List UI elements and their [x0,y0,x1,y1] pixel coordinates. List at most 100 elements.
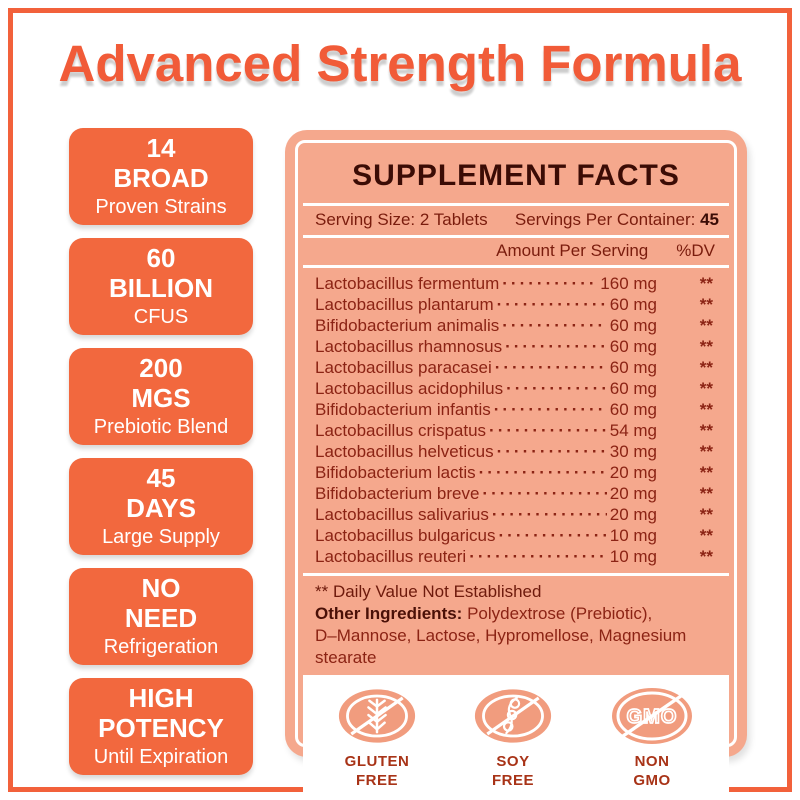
dot-leader [469,546,607,567]
badge-caption: CFUS [133,306,189,329]
wheat-crossed-icon [338,689,416,743]
ingredient-name: Bifidobacterium animalis [315,316,500,335]
daily-value-footnote: ** Daily Value Not Established [315,582,542,601]
ingredient-dv: ** [699,379,713,398]
ingredient-row: Bifidobacterium breve 20 mg ** [315,483,721,504]
seal-label: GLUTEN FREE [344,753,410,789]
badge-keyword: MGS [131,382,191,413]
ingredient-amount: 20 mg [609,484,657,503]
ingredient-row: Lactobacillus plantarum 60 mg ** [315,294,721,315]
ingredient-dv: ** [699,295,713,314]
dot-leader [494,399,607,420]
page-title: Advanced Strength Formula [58,35,742,92]
badge-number: HIGH [128,682,194,713]
ingredient-row: Bifidobacterium animalis 60 mg ** [315,315,721,336]
seal-non-gmo: GMO NON GMO [609,687,695,791]
ingredient-amount: 60 mg [609,295,657,314]
dot-leader [502,273,597,294]
ingredient-name: Lactobacillus plantarum [315,295,494,314]
ingredient-dv: ** [699,442,713,461]
ingredient-row: Lactobacillus helveticus 30 mg ** [315,441,721,462]
badge-caption: Refrigeration [103,636,219,659]
ingredient-dv: ** [699,484,713,503]
certification-seals-row: GLUTEN FREE SOY [303,675,729,797]
seal-label: NON GMO [633,753,671,789]
ingredient-name: Lactobacillus salivarius [315,505,489,524]
ingredient-amount: 30 mg [609,442,657,461]
badge-caption: Proven Strains [95,196,227,219]
stat-badges-column: 14 BROAD Proven Strains 60 BILLION CFUS … [69,128,253,775]
badge-keyword: DAYS [126,492,196,523]
ingredient-name: Bifidobacterium breve [315,484,480,503]
ingredient-name: Lactobacillus paracasei [315,358,492,377]
ingredient-dv: ** [699,421,713,440]
supplement-facts-panel: SUPPLEMENT FACTS Serving Size: 2 Tablets… [285,130,747,797]
serving-info-row: Serving Size: 2 Tablets Servings Per Con… [303,203,729,235]
ingredient-name: Lactobacillus crispatus [315,421,487,440]
dot-leader [502,315,607,336]
panel-inner-border: SUPPLEMENT FACTS Serving Size: 2 Tablets… [295,140,737,797]
column-header-row: Amount Per Serving %DV [303,235,729,265]
ingredient-name: Lactobacillus acidophilus [315,379,504,398]
badge-broad-strains: 14 BROAD Proven Strains [69,128,253,225]
ingredients-table: Lactobacillus fermentum 160 mg ** Lactobac… [303,265,729,573]
dot-leader [495,357,607,378]
ingredient-amount: 60 mg [609,337,657,356]
ingredient-name: Lactobacillus bulgaricus [315,526,496,545]
badge-days-supply: 45 DAYS Large Supply [69,458,253,555]
ingredient-amount: 60 mg [609,400,657,419]
badge-number: 45 [146,462,176,493]
ingredient-row: Lactobacillus rhamnosus 60 mg ** [315,336,721,357]
ingredient-row: Lactobacillus crispatus 54 mg ** [315,420,721,441]
other-ingredients-label: Other Ingredients: [315,604,463,623]
ingredient-dv: ** [699,316,713,335]
serving-size: Serving Size: 2 Tablets [315,210,488,229]
servings-per-container: Servings Per Container: 45 [514,210,719,229]
dot-leader [482,483,606,504]
ingredient-row: Bifidobacterium infantis 60 mg ** [315,399,721,420]
ingredient-row: Lactobacillus acidophilus 60 mg ** [315,378,721,399]
ingredient-dv: ** [699,400,713,419]
ingredient-dv: ** [699,547,713,566]
ingredient-name: Bifidobacterium lactis [315,463,476,482]
badge-caption: Large Supply [102,526,220,549]
dot-leader [492,504,607,525]
badge-keyword: POTENCY [98,712,224,743]
dot-leader [499,525,607,546]
ingredient-dv: ** [699,337,713,356]
supplement-facts-title: SUPPLEMENT FACTS [303,148,729,203]
badge-number: NO [141,572,181,603]
ingredient-amount: 54 mg [609,421,657,440]
dot-leader [497,441,607,462]
ingredient-dv: ** [699,463,713,482]
ingredient-dv: ** [699,526,713,545]
dot-leader [479,462,607,483]
badge-keyword: BROAD [113,162,209,193]
badge-high-potency: HIGH POTENCY Until Expiration [69,678,253,775]
amount-per-serving-header: Amount Per Serving [496,241,649,260]
seal-gluten-free: GLUTEN FREE [337,687,417,791]
ingredient-dv: ** [699,358,713,377]
seal-soy-free: SOY FREE [473,687,553,791]
ingredient-dv: ** [699,505,713,524]
ingredient-row: Lactobacillus bulgaricus 10 mg ** [315,525,721,546]
ingredient-amount: 10 mg [609,526,657,545]
badge-prebiotic-blend: 200 MGS Prebiotic Blend [69,348,253,445]
badge-number: 200 [139,352,183,383]
ingredient-amount: 160 mg [600,274,657,293]
ingredient-amount: 20 mg [609,463,657,482]
dot-leader [506,378,607,399]
dv-header: %DV [676,241,715,260]
other-ingredients-continued: D–Mannose, Lactose, Hypromellose, Magnes… [315,626,687,667]
ingredient-amount: 10 mg [609,547,657,566]
ingredient-amount: 60 mg [609,379,657,398]
ingredient-row: Lactobacillus fermentum 160 mg ** [315,273,721,294]
badge-keyword: BILLION [109,272,213,303]
ingredient-amount: 60 mg [609,316,657,335]
badge-no-refrigeration: NO NEED Refrigeration [69,568,253,665]
gmo-crossed-icon: GMO [612,688,692,744]
badge-caption: Until Expiration [93,746,229,769]
ingredient-name: Lactobacillus helveticus [315,442,494,461]
ingredient-name: Lactobacillus fermentum [315,274,500,293]
ingredient-row: Lactobacillus salivarius 20 mg ** [315,504,721,525]
